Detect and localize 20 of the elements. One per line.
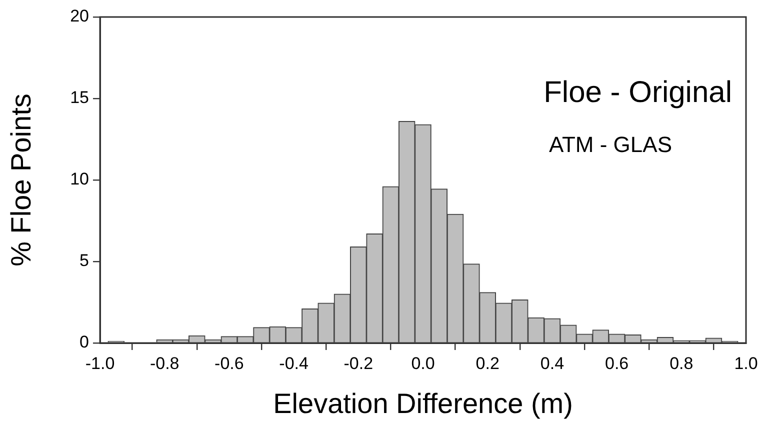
x-axis-title: Elevation Difference (m) xyxy=(273,388,573,419)
x-tick-label: -0.4 xyxy=(279,354,308,373)
x-tick-label: 1.0 xyxy=(734,354,758,373)
x-tick-label: 0.0 xyxy=(411,354,435,373)
x-tick-label: 0.6 xyxy=(604,354,629,373)
y-tick-label: 0 xyxy=(80,332,89,352)
y-tick-label: 15 xyxy=(70,88,89,108)
y-tick-label: 5 xyxy=(80,251,89,270)
x-tick-label: 0.2 xyxy=(476,354,500,373)
x-tick-label: -1.0 xyxy=(85,354,115,373)
annotation: Floe - Original xyxy=(544,76,732,109)
x-tick-label: -0.6 xyxy=(214,354,244,373)
x-tick-label: -0.2 xyxy=(344,354,374,373)
annotation: ATM - GLAS xyxy=(548,132,672,157)
y-tick-label: 10 xyxy=(70,170,89,189)
x-tick-label: 0.4 xyxy=(540,354,564,373)
x-tick-label: 0.8 xyxy=(670,354,694,373)
y-tick-label: 20 xyxy=(70,6,89,26)
y-axis-title: % Floe Points xyxy=(6,94,37,266)
x-tick-label: -0.8 xyxy=(150,354,180,373)
